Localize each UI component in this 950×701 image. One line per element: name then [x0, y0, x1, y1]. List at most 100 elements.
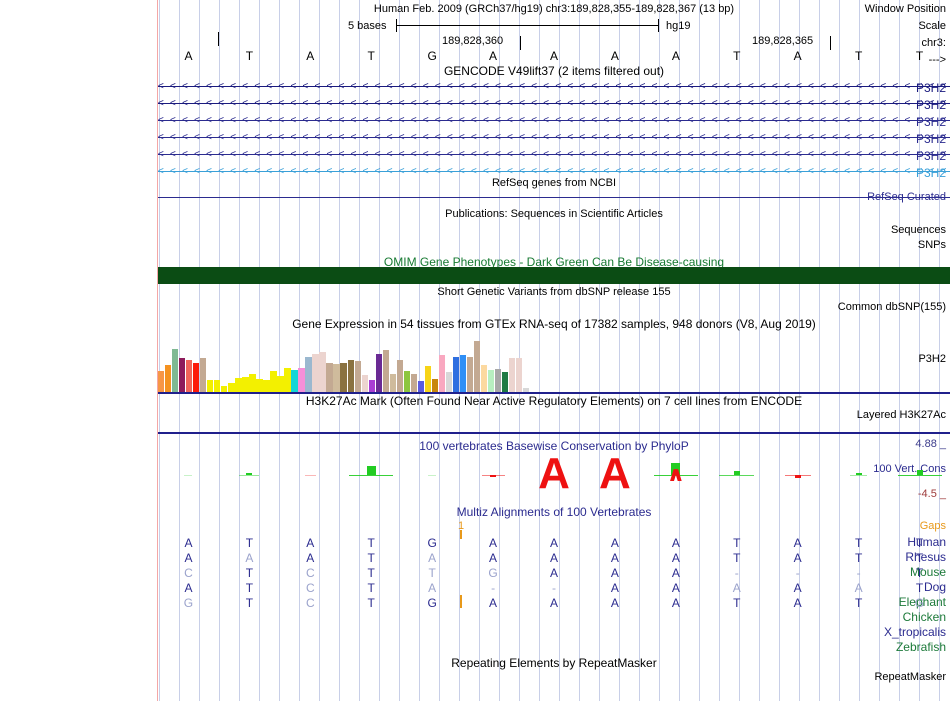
- track-label-column: [0, 0, 157, 701]
- gencode-transcript-row-4[interactable]: <<<<<<<<<<<<<<<<<<<<<<<<<<<<<<<<<<<<<<<<…: [158, 149, 950, 161]
- alignment-row-chicken[interactable]: [158, 611, 950, 626]
- sequences-label[interactable]: Sequences: [890, 224, 946, 236]
- gencode-track-title: GENCODE V49lift37 (2 items filtered out): [443, 64, 665, 78]
- strand-direction-label: --->: [928, 54, 946, 66]
- gencode-row-label-1[interactable]: P3H2: [915, 98, 946, 112]
- gtex-bar-49: [501, 372, 509, 392]
- transcript-line: [158, 137, 950, 138]
- phylop-wing: [719, 475, 755, 476]
- gencode-row-label-0[interactable]: P3H2: [915, 81, 946, 95]
- species-label-elephant[interactable]: Elephant: [898, 595, 946, 609]
- gencode-transcript-row-5[interactable]: <<<<<<<<<<<<<<<<<<<<<<<<<<<<<<<<<<<<<<<<…: [158, 166, 950, 178]
- gtex-bar-39: [431, 378, 439, 392]
- species-label-human[interactable]: Human: [907, 535, 946, 549]
- gencode-transcript-row-1[interactable]: <<<<<<<<<<<<<<<<<<<<<<<<<<<<<<<<<<<<<<<<…: [158, 98, 950, 110]
- alignment-base-0-9: T: [733, 536, 741, 550]
- phylop-bar: [733, 470, 740, 475]
- scale-bar: 5 bases hg19: [348, 18, 718, 34]
- window-position-value: Human Feb. 2009 (GRCh37/hg19) chr3:189,8…: [373, 3, 735, 15]
- gtex-bar-48: [494, 368, 502, 392]
- gtex-bar-0: [158, 371, 165, 392]
- alignment-base-0-10: A: [793, 536, 802, 550]
- reference-base-12: T: [915, 49, 924, 63]
- species-label-mouse[interactable]: Mouse: [909, 565, 946, 579]
- reference-base-8: A: [671, 49, 680, 63]
- gtex-gene-label[interactable]: P3H2: [918, 353, 946, 365]
- species-label-x_tropicalis[interactable]: X_tropicalis: [883, 625, 946, 639]
- gtex-bar-8: [214, 379, 221, 392]
- phylop-base-0: [158, 450, 219, 500]
- gencode-row-label-3[interactable]: P3H2: [915, 132, 946, 146]
- gtex-expression-chart[interactable]: [158, 333, 530, 392]
- gtex-bar-37: [417, 381, 424, 392]
- phylop-base-3: [341, 450, 402, 500]
- strand-arrow-glyphs: <<<<<<<<<<<<<<<<<<<<<<<<<<<<<<<<<<<<<<<<…: [158, 149, 950, 160]
- alignment-base-3-9: A: [732, 581, 741, 595]
- alignment-base-1-8: A: [671, 551, 680, 565]
- species-label-zebrafish[interactable]: Zebrafish: [895, 640, 946, 654]
- omim-gene-bar[interactable]: [158, 267, 950, 284]
- species-label-rhesus[interactable]: Rhesus: [905, 550, 946, 564]
- strand-arrow-glyphs: <<<<<<<<<<<<<<<<<<<<<<<<<<<<<<<<<<<<<<<<…: [158, 115, 950, 126]
- gtex-bar-31: [375, 354, 382, 392]
- phylop-wing: [653, 475, 698, 476]
- alignment-base-0-11: T: [854, 536, 863, 550]
- gtex-bar-4: [186, 360, 193, 392]
- alignment-base-4-0: G: [183, 596, 194, 610]
- gtex-bar-15: [263, 379, 270, 392]
- reference-base-10: A: [793, 49, 802, 63]
- phylop-wing: [428, 475, 437, 476]
- gtex-bar-10: [228, 382, 235, 392]
- gtex-bar-14: [256, 378, 263, 392]
- gencode-row-label-4[interactable]: P3H2: [915, 149, 946, 163]
- phylop-label-text[interactable]: 100 Vert. Cons: [873, 463, 946, 475]
- reference-base-11: T: [854, 49, 863, 63]
- reference-base-2: A: [306, 49, 315, 63]
- transcript-line: [158, 86, 950, 87]
- alignment-base-3-5: -: [491, 581, 496, 595]
- alignment-base-4-1: T: [245, 596, 254, 610]
- gtex-bar-25: [333, 363, 340, 392]
- common-dbsnp-label[interactable]: Common dbSNP(155): [837, 301, 946, 313]
- gtex-bar-51: [515, 357, 523, 392]
- alignment-base-2-9: -: [734, 566, 739, 580]
- alignment-base-0-5: A: [489, 536, 498, 550]
- gap-count-number: 1: [458, 520, 465, 532]
- phylop-bar: [855, 473, 862, 475]
- strand-arrow-glyphs: <<<<<<<<<<<<<<<<<<<<<<<<<<<<<<<<<<<<<<<<…: [158, 81, 950, 92]
- species-label-dog[interactable]: Dog: [923, 580, 946, 594]
- gencode-transcript-row-3[interactable]: <<<<<<<<<<<<<<<<<<<<<<<<<<<<<<<<<<<<<<<<…: [158, 132, 950, 144]
- scale-bases-label: 5 bases: [348, 20, 387, 32]
- gtex-bar-44: [466, 356, 474, 392]
- alignment-base-4-4: G: [427, 596, 437, 610]
- layered-h3k27ac-label[interactable]: Layered H3K27Ac: [856, 409, 946, 421]
- gtex-bar-2: [172, 349, 179, 392]
- gencode-row-label-5[interactable]: P3H2: [915, 166, 946, 180]
- gencode-transcript-row-2[interactable]: <<<<<<<<<<<<<<<<<<<<<<<<<<<<<<<<<<<<<<<<…: [158, 115, 950, 127]
- species-label-chicken[interactable]: Chicken: [902, 610, 946, 624]
- phylop-conservation-plot[interactable]: [158, 450, 950, 500]
- omim-track-title: OMIM Gene Phenotypes - Dark Green Can Be…: [383, 255, 725, 269]
- gtex-bar-38: [424, 366, 432, 392]
- repeatmasker-label[interactable]: RepeatMasker: [874, 671, 946, 683]
- gtex-bar-34: [396, 360, 403, 392]
- alignment-base-2-1: T: [245, 566, 254, 580]
- phylop-track-label: 100 Vert. Cons: [793, 464, 950, 475]
- snps-label[interactable]: SNPs: [917, 239, 946, 251]
- phylop-bar: [794, 475, 801, 478]
- phylop-base-5: [463, 450, 524, 500]
- alignment-row-zebrafish[interactable]: [158, 641, 950, 656]
- gtex-bar-13: [249, 373, 256, 392]
- reference-base-7: A: [610, 49, 619, 63]
- alignment-base-1-3: T: [367, 551, 375, 565]
- gencode-transcript-row-0[interactable]: <<<<<<<<<<<<<<<<<<<<<<<<<<<<<<<<<<<<<<<<…: [158, 81, 950, 93]
- gencode-row-label-2[interactable]: P3H2: [915, 115, 946, 129]
- alignment-base-1-6: A: [549, 551, 558, 565]
- alignment-row-x_tropicalis[interactable]: [158, 626, 950, 641]
